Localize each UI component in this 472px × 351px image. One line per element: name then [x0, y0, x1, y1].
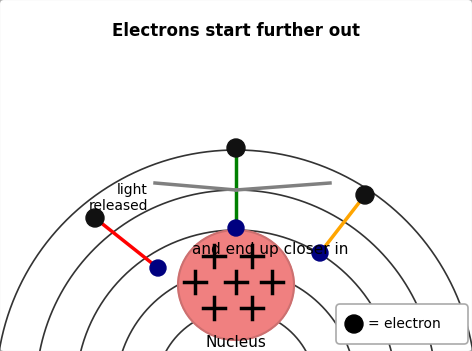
Circle shape	[312, 245, 328, 261]
Circle shape	[228, 220, 244, 236]
Text: Electrons start further out: Electrons start further out	[112, 22, 360, 40]
Circle shape	[227, 139, 245, 157]
Circle shape	[356, 186, 374, 204]
Circle shape	[345, 315, 363, 333]
Ellipse shape	[178, 230, 294, 340]
Text: = electron: = electron	[368, 317, 441, 331]
FancyBboxPatch shape	[336, 304, 468, 344]
Circle shape	[150, 260, 166, 276]
Text: and end up closer in: and end up closer in	[192, 242, 348, 257]
Text: Nucleus: Nucleus	[206, 335, 266, 350]
Text: light
released: light released	[89, 183, 148, 213]
Circle shape	[86, 209, 104, 227]
